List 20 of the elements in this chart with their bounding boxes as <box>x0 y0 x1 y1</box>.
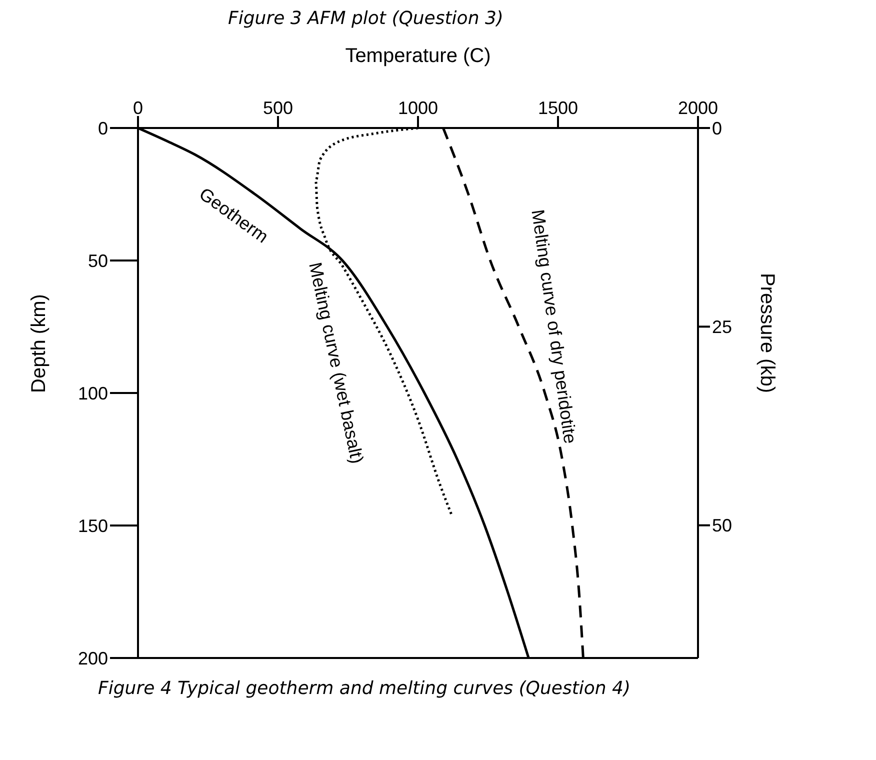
y-tick-label: 0 <box>98 118 108 138</box>
chart-title: Figure 3 AFM plot (Question 3) <box>228 8 504 31</box>
y-axis-title: Depth (km) <box>28 294 50 393</box>
x-tick-label: 1500 <box>538 98 578 118</box>
caption: Figure 4 Typical geotherm and melting curves (Question 4) <box>98 678 632 699</box>
y-tick-label: 100 <box>78 383 108 404</box>
y2-tick-label: 50 <box>712 516 732 536</box>
x-tick-label: 500 <box>262 98 294 118</box>
text: Melting curve (wet basalt) <box>305 260 368 466</box>
y2-axis-title: Pressure (kb) <box>756 272 778 393</box>
y-tick-label: 150 <box>78 516 108 536</box>
text: Melting curve of dry peridotite <box>528 208 580 445</box>
y-tick-label: 200 <box>78 648 108 668</box>
y2-tick-label: 0 <box>712 118 722 138</box>
y-tick-label: 50 <box>88 250 108 271</box>
x-tick-label: 2000 <box>678 98 718 118</box>
x-axis-title: Temperature (C) <box>345 45 491 68</box>
x-tick-label: 0 <box>132 98 144 118</box>
x-tick-label: 1000 <box>398 98 438 118</box>
y2-tick-label: 25 <box>712 317 732 338</box>
